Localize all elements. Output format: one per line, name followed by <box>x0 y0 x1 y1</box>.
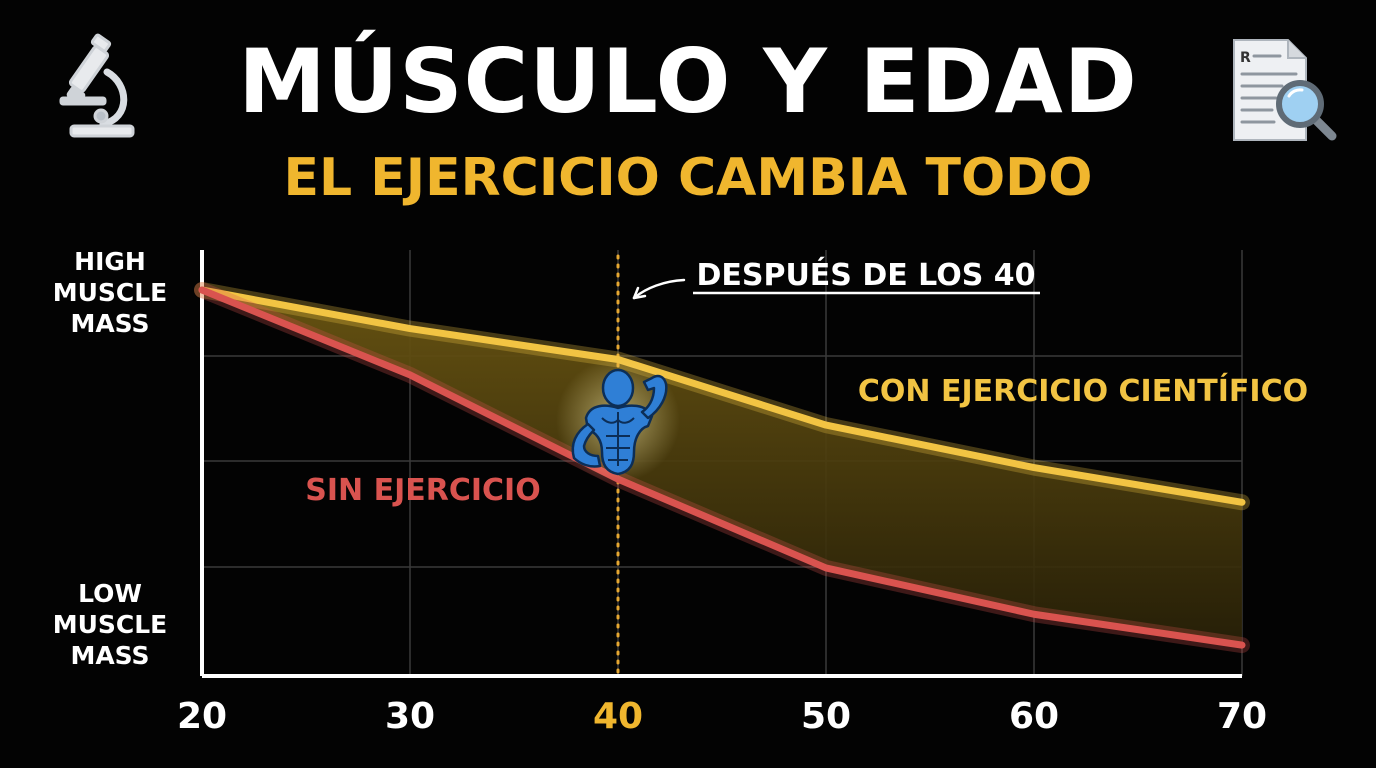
page-title: MÚSCULO Y EDAD <box>238 30 1138 133</box>
svg-text:R: R <box>1240 50 1251 66</box>
microscope-icon <box>59 33 135 138</box>
x-tick-label: 50 <box>801 696 851 737</box>
y-axis-top-label: HIGH MUSCLE MASS <box>52 247 168 338</box>
x-tick-label: 30 <box>385 696 435 737</box>
axes <box>200 250 1242 678</box>
series-line-con-ejercicio <box>198 286 1246 506</box>
report-magnifier-icon: R <box>1233 39 1337 141</box>
page-subtitle: EL EJERCICIO CAMBIA TODO <box>283 148 1093 208</box>
x-tick-label: 70 <box>1217 696 1267 737</box>
series-label-sin-ejercicio: SIN EJERCICIO <box>305 473 540 508</box>
annotation-arrow <box>632 278 686 300</box>
annotation-arrowhead <box>632 286 647 300</box>
flexing-muscle-figure-icon <box>556 358 680 482</box>
x-tick-label: 20 <box>177 696 227 737</box>
x-tick-label: 40 <box>593 696 643 737</box>
x-tick-label: 60 <box>1009 696 1059 737</box>
series-line-sin-ejercicio <box>198 286 1246 649</box>
series-lines <box>194 282 1250 654</box>
labels: 20 30 40 50 60 70 CON EJERCICIO CIENTÍFICO SIN … <box>177 257 1308 737</box>
shaded-gap-area <box>202 290 1242 646</box>
series-label-con-ejercicio: CON EJERCICIO CIENTÍFICO <box>858 373 1308 409</box>
y-axis-bottom-label: LOW MUSCLE MASS <box>52 579 168 670</box>
annotation-despues-40: DESPUÉS DE LOS 40 <box>696 257 1035 293</box>
